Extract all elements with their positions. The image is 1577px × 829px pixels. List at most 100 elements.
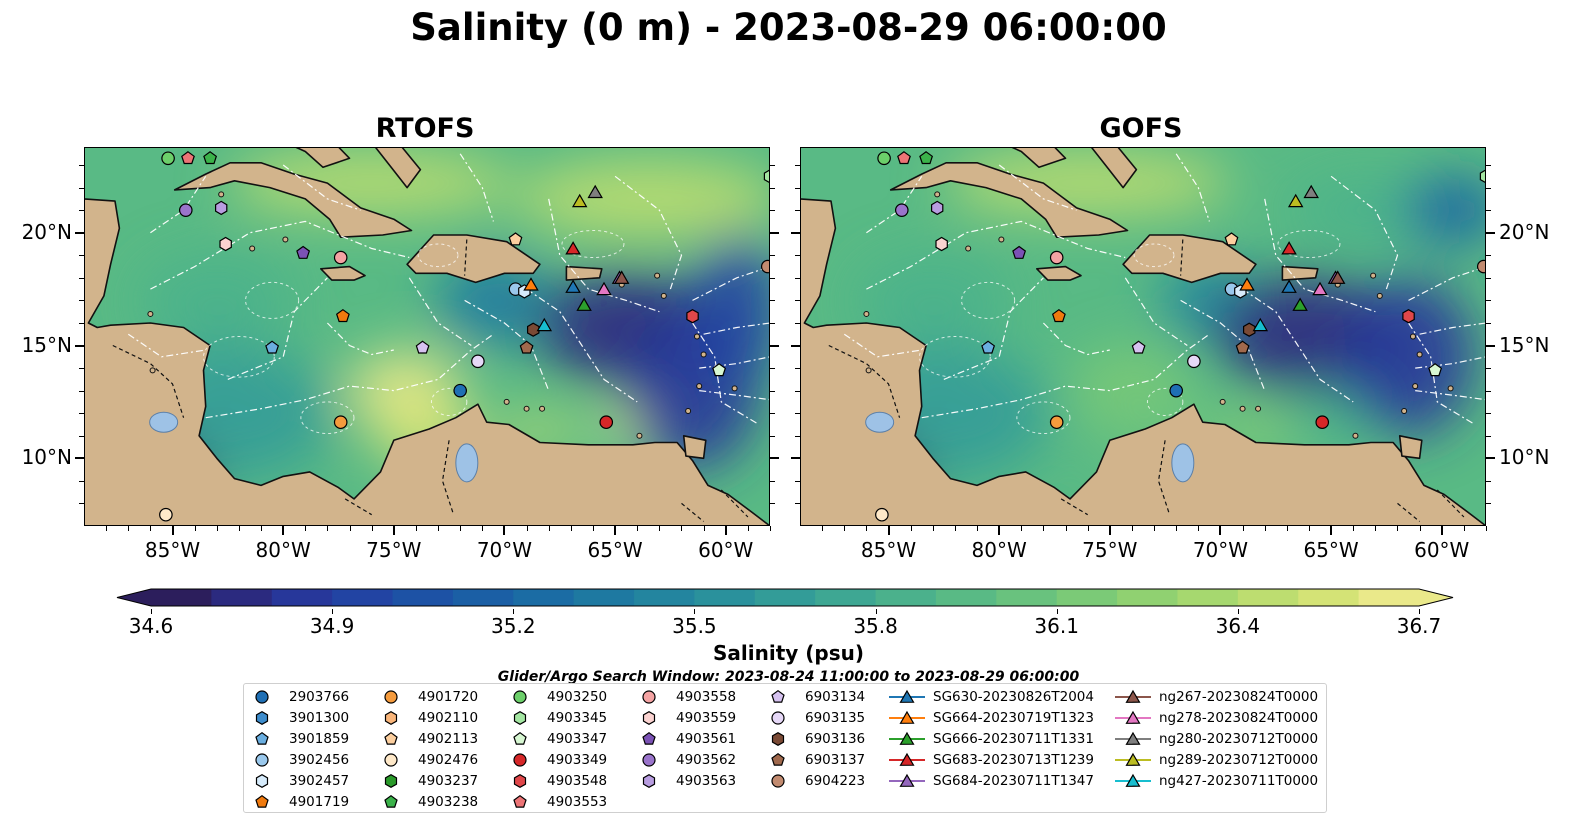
lat-minor-tick — [1486, 435, 1491, 437]
marker-4903238 — [919, 151, 934, 165]
legend-label: 4903237 — [418, 773, 479, 789]
lon-minor-tick — [1286, 526, 1288, 531]
marker-6904223 — [1476, 259, 1486, 274]
legend-label: 4902113 — [418, 731, 479, 747]
colorbar-bin — [1298, 589, 1360, 606]
lon-minor-tick — [822, 526, 824, 531]
lat-tick-mark — [75, 231, 84, 234]
legend-marker-triangle-icon — [1115, 731, 1151, 745]
lat-tick-label: 10°N — [1499, 445, 1550, 470]
legend-glyph — [513, 774, 527, 788]
colorbar-bin — [694, 589, 756, 606]
marker-4902476 — [159, 507, 173, 522]
legend-label: 6904223 — [805, 773, 866, 789]
marker-SG630-20230826T2004 — [1281, 279, 1297, 293]
marker-2903766 — [453, 383, 467, 398]
legend-label: SG664-20230719T1323 — [933, 710, 1094, 726]
legend-glyph — [1125, 710, 1141, 724]
lon-tick-mark — [1108, 526, 1111, 535]
lon-minor-tick — [548, 526, 550, 531]
lat-minor-tick — [1486, 210, 1491, 212]
legend-marker-circle-icon — [384, 690, 398, 704]
lon-minor-tick — [1308, 526, 1310, 531]
colorbar-bin — [392, 589, 454, 606]
colorbar-tick-label: 34.6 — [128, 614, 174, 638]
marker-4903561 — [296, 245, 311, 259]
colorbar-bin — [875, 589, 937, 606]
lon-minor-tick — [1264, 526, 1266, 531]
colorbar-tick-mark — [1056, 609, 1058, 614]
legend-glyph — [513, 753, 527, 767]
legend-glyph — [384, 690, 398, 704]
legend-marker-hexagon-icon — [513, 711, 527, 725]
legend-glyph — [513, 794, 527, 808]
lon-minor-tick — [415, 526, 417, 531]
marker-ng267-20230824T0000 — [613, 270, 630, 284]
lat-tick-label: 15°N — [1499, 332, 1550, 357]
lon-minor-tick — [910, 526, 912, 531]
legend-glyph — [384, 753, 398, 767]
legend-marker-triangle-icon — [1115, 689, 1151, 703]
marker-ng289-20230712T0000 — [571, 193, 588, 208]
colorbar-tick-mark — [875, 609, 877, 614]
colorbar-bin — [815, 589, 877, 606]
legend-glyph — [899, 731, 915, 745]
legend-glyph — [642, 774, 656, 788]
salinity-colorbar — [116, 588, 1454, 607]
legend-label: 4901719 — [289, 794, 350, 810]
colorbar-tick-mark — [332, 609, 334, 614]
marker-4903562 — [178, 203, 193, 217]
marker-4902476 — [875, 507, 889, 522]
marker-4903558 — [1049, 250, 1064, 265]
lat-minor-tick — [1486, 322, 1491, 324]
lon-minor-tick — [128, 526, 130, 531]
legend-glyph — [642, 690, 656, 704]
marker-SG666-20230711T1331 — [1292, 297, 1308, 311]
panel-title-gofs: GOFS — [1099, 113, 1183, 144]
legend-marker-triangle-icon — [1115, 752, 1151, 766]
legend-marker-triangle-icon — [1115, 710, 1151, 724]
marker-SG683-20230713T1239 — [1281, 241, 1297, 255]
legend-label: 6903136 — [805, 731, 866, 747]
legend-marker-circle-icon — [771, 774, 785, 788]
lon-minor-tick — [1375, 526, 1377, 531]
marker-4903548 — [1402, 309, 1415, 324]
lon-minor-tick — [932, 526, 934, 531]
marker-6903137 — [1235, 340, 1250, 354]
legend-glyph — [899, 710, 915, 724]
marker-6903135 — [1187, 354, 1201, 369]
lon-minor-tick — [1486, 526, 1487, 531]
legend-label: ng289-20230712T0000 — [1159, 752, 1319, 768]
marker-4903345 — [763, 169, 770, 184]
colorbar-bin — [452, 589, 514, 606]
lon-minor-tick — [1154, 526, 1156, 531]
legend-marker-pentagon-icon — [384, 731, 398, 745]
search-window-note: Glider/Argo Search Window: 2023-08-24 11… — [497, 669, 1080, 685]
legend-label: 2903766 — [289, 689, 350, 705]
colorbar-tick-mark — [1237, 609, 1239, 614]
colorbar-tick-label: 36.4 — [1215, 614, 1261, 638]
legend-label: 4903345 — [547, 710, 608, 726]
legend-label: 3902456 — [289, 752, 350, 768]
marker-4903345 — [1479, 169, 1486, 184]
legend-label: 4903548 — [547, 773, 608, 789]
lat-tick-label: 10°N — [21, 445, 72, 470]
lat-minor-tick — [770, 322, 775, 324]
marker-4901720 — [333, 415, 348, 430]
lon-tick-label: 85°W — [860, 538, 917, 562]
salinity-field — [800, 147, 1486, 526]
legend-glyph — [255, 690, 269, 704]
colorbar-bin — [996, 589, 1058, 606]
marker-3901859 — [981, 340, 996, 354]
lat-minor-tick — [770, 368, 775, 370]
lon-tick-label: 70°W — [1192, 538, 1249, 562]
marker-SG683-20230713T1239 — [565, 241, 581, 255]
legend-glyph — [384, 731, 398, 745]
colorbar-bin — [271, 589, 333, 606]
colorbar-label: Salinity (psu) — [712, 641, 864, 665]
colorbar-tick-mark — [151, 609, 152, 614]
lon-minor-tick — [482, 526, 484, 531]
legend-label: 4903347 — [547, 731, 608, 747]
lat-minor-tick — [770, 210, 775, 212]
lat-tick-mark — [75, 344, 84, 347]
